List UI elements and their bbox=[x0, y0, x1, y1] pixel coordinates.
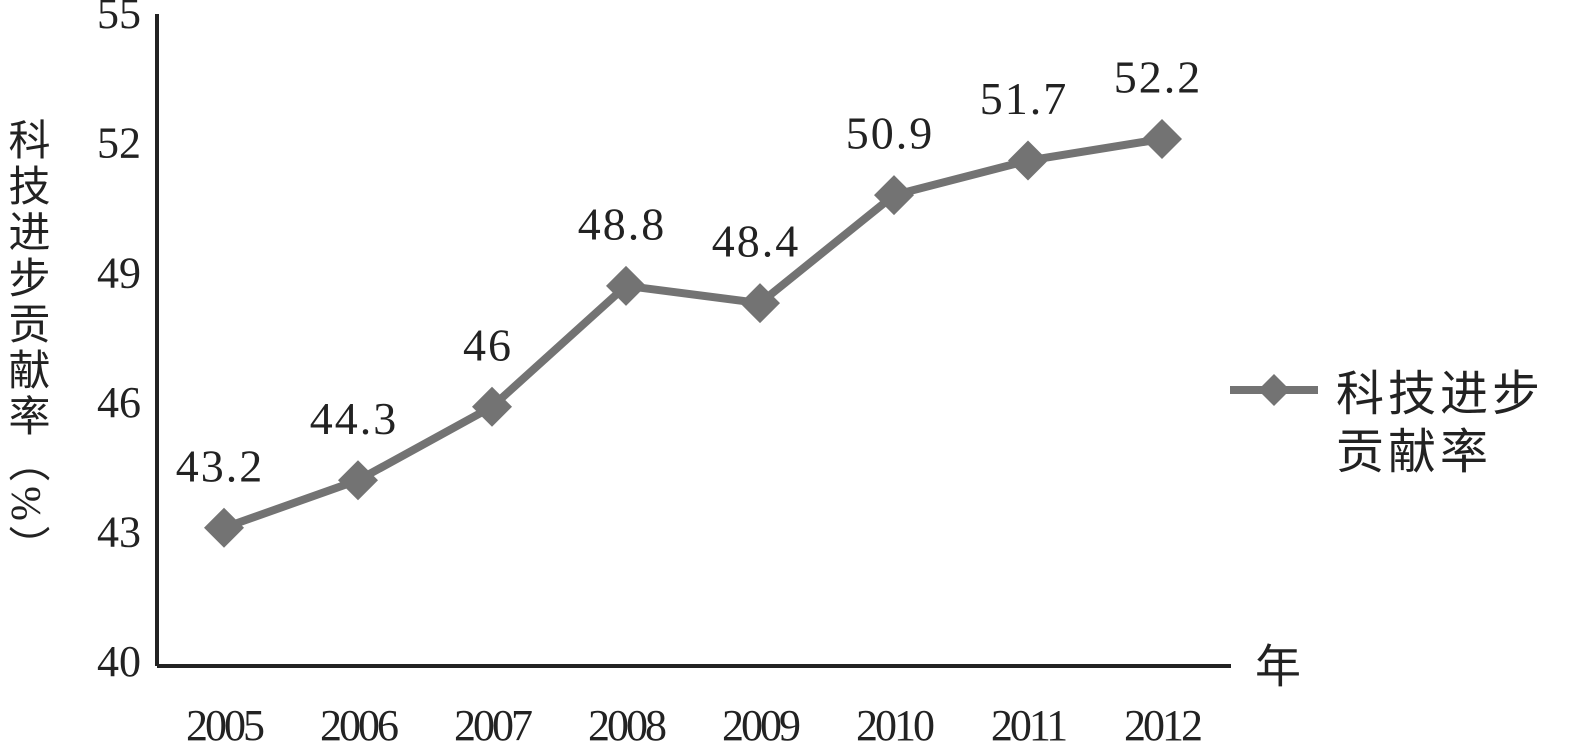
marker bbox=[204, 507, 244, 548]
marker bbox=[740, 283, 780, 324]
x-tick-label: 2009 bbox=[722, 701, 800, 750]
y-axis-label: 科技进步贡献率（%） bbox=[2, 118, 48, 571]
y-tick-label: 40 bbox=[97, 637, 141, 686]
legend-marker bbox=[1258, 374, 1290, 406]
data-label: 43.2 bbox=[176, 440, 265, 491]
data-label: 44.3 bbox=[310, 393, 399, 444]
marker bbox=[1008, 140, 1048, 181]
x-tick-label: 2010 bbox=[856, 701, 934, 750]
marker bbox=[472, 386, 512, 427]
x-axis-label: 年 bbox=[1255, 642, 1301, 693]
y-tick-label: 49 bbox=[97, 248, 141, 297]
x-tick-label: 2011 bbox=[991, 701, 1066, 750]
x-tick-label: 2012 bbox=[1124, 701, 1201, 750]
data-label: 51.7 bbox=[980, 73, 1069, 124]
data-label: 52.2 bbox=[1114, 52, 1203, 103]
data-label: 46 bbox=[463, 319, 513, 370]
y-tick-label: 43 bbox=[97, 507, 141, 556]
marker bbox=[606, 265, 646, 306]
marker bbox=[1142, 118, 1182, 159]
x-tick-label: 2005 bbox=[186, 701, 264, 750]
x-tick-label: 2008 bbox=[588, 701, 666, 750]
x-tick-label: 2006 bbox=[320, 701, 398, 750]
y-tick-label: 46 bbox=[97, 378, 141, 427]
data-label: 48.4 bbox=[712, 216, 801, 267]
x-tick-label: 2007 bbox=[454, 701, 532, 750]
y-tick-label: 55 bbox=[97, 0, 141, 38]
data-label: 48.8 bbox=[578, 198, 667, 249]
marker bbox=[338, 460, 378, 501]
data-label: 50.9 bbox=[846, 108, 935, 159]
legend-label: 科技进步贡献率 bbox=[1336, 368, 1545, 479]
line bbox=[222, 135, 1163, 532]
marker bbox=[874, 175, 914, 216]
y-tick-label: 52 bbox=[97, 119, 141, 168]
